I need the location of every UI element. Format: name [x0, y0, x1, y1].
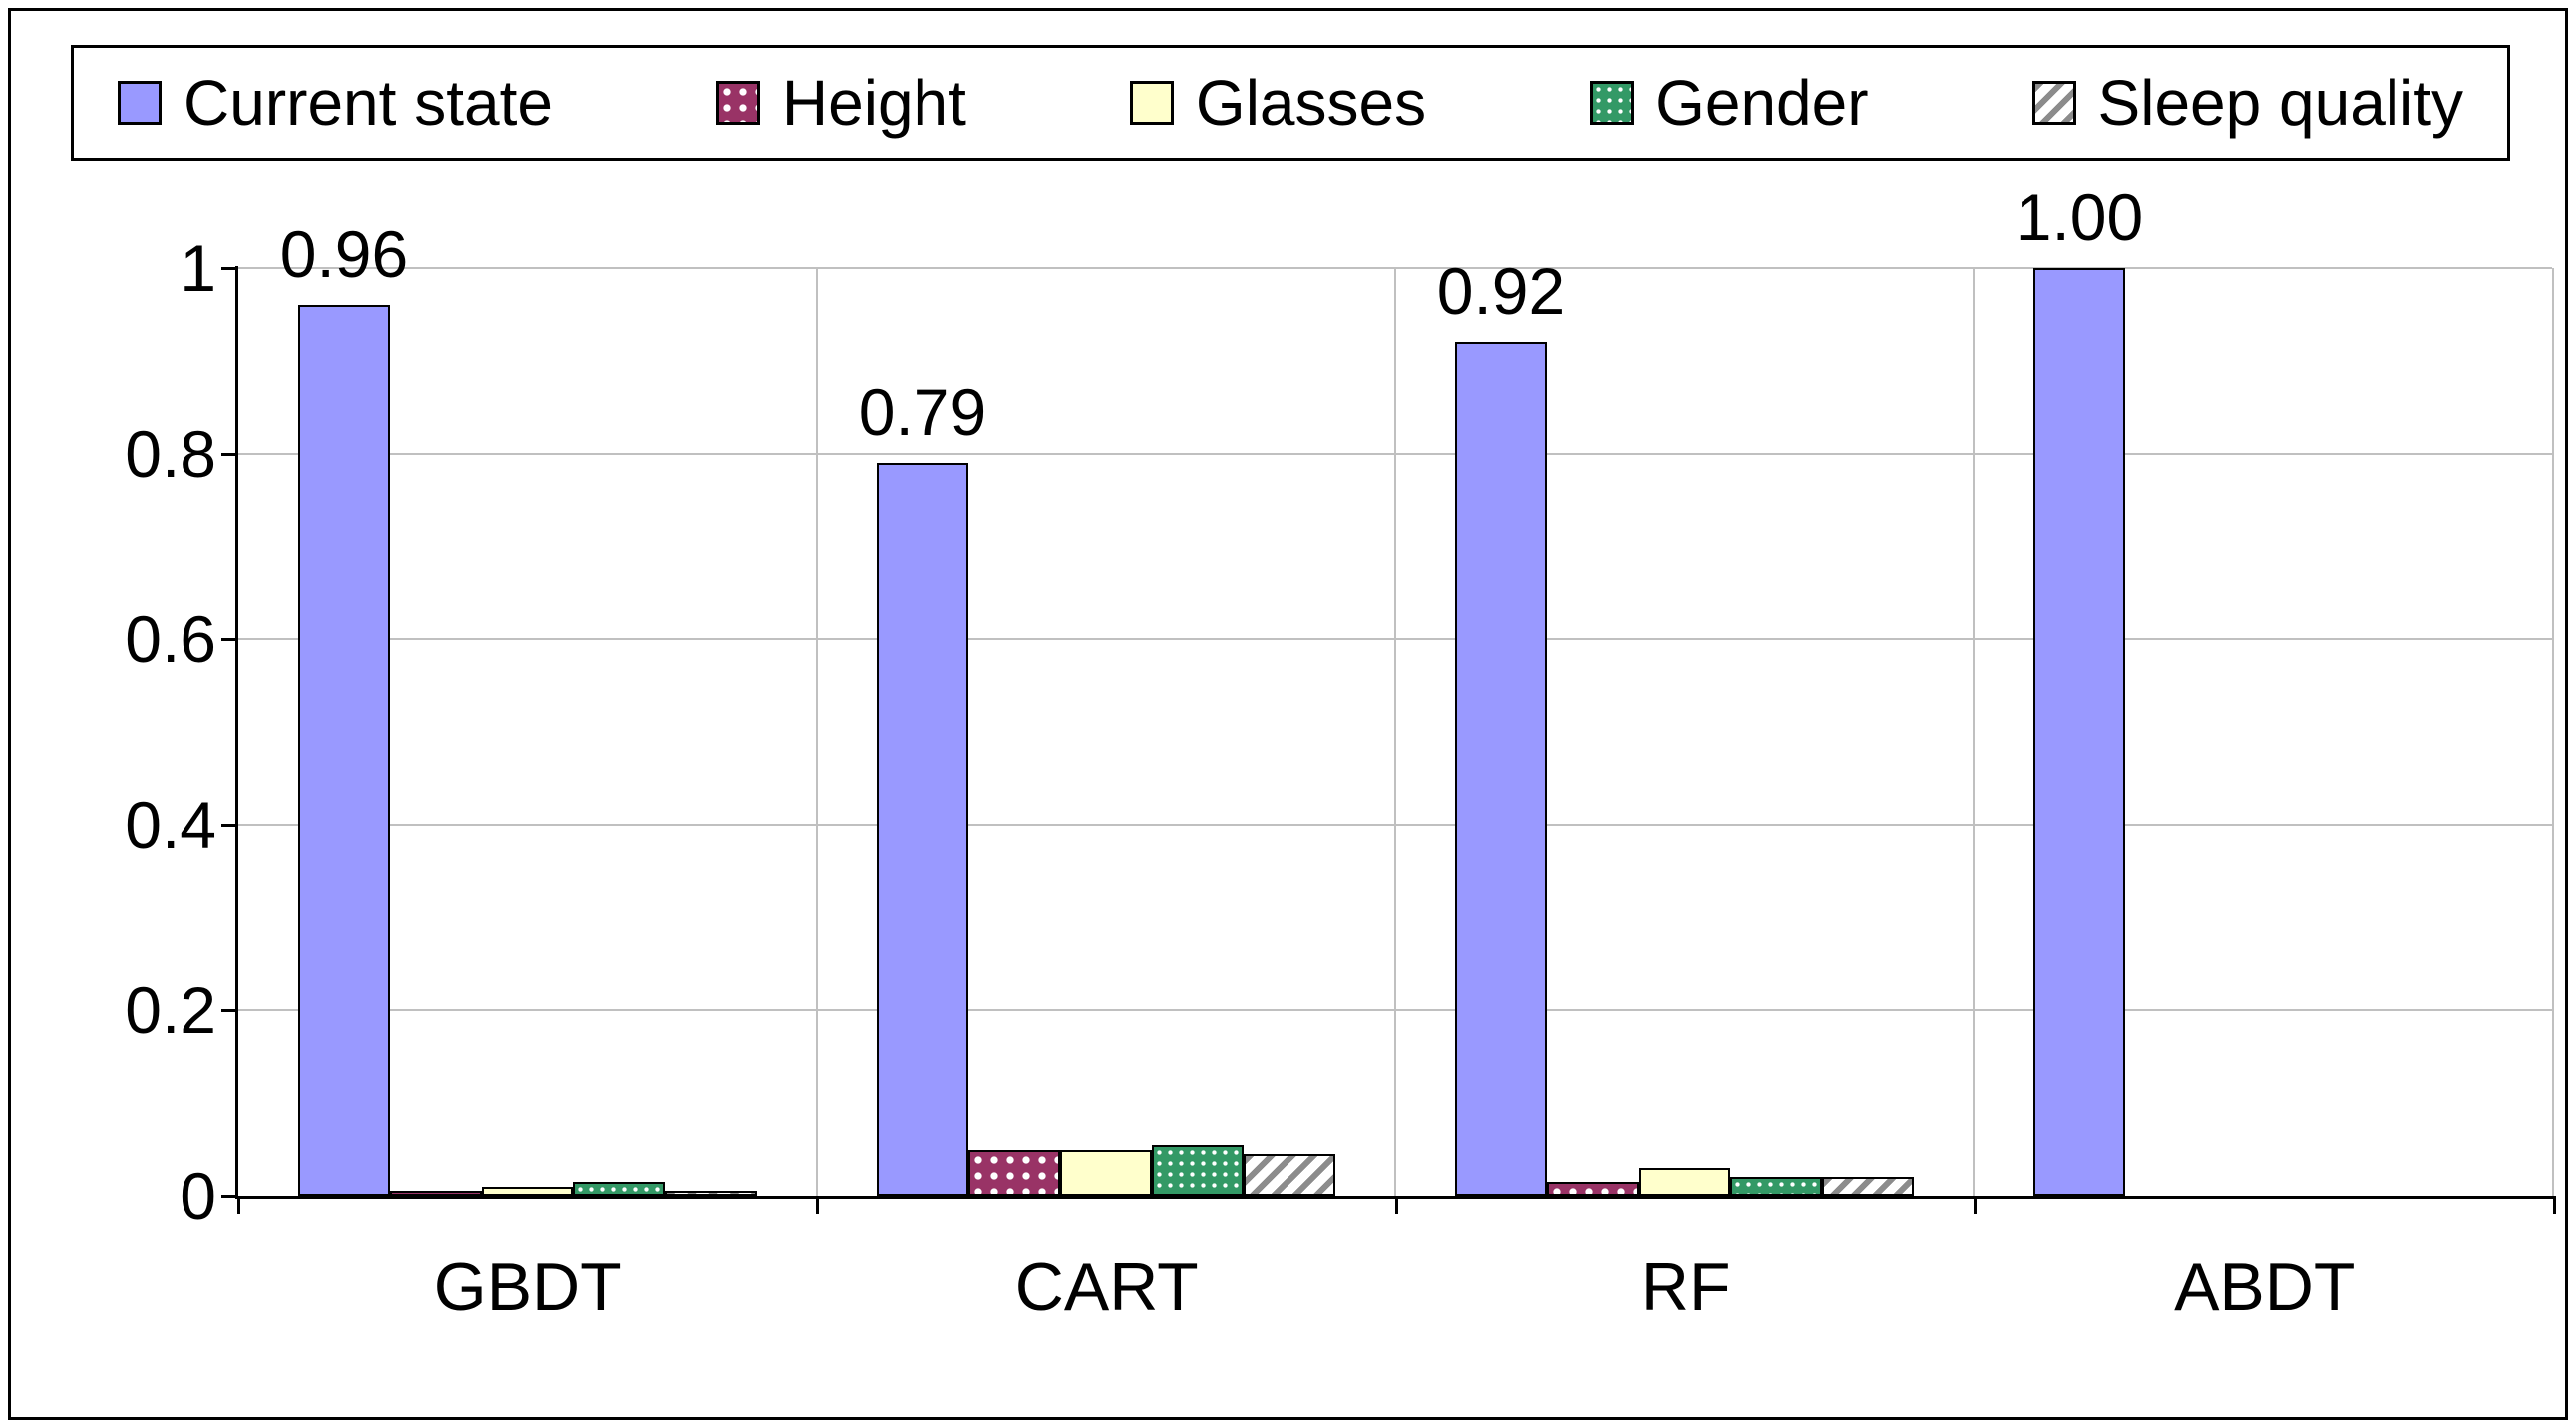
- y-axis-tick-mark: [221, 1194, 235, 1198]
- x-axis-tick-mark: [1974, 1196, 1977, 1214]
- current-state-swatch-icon: [118, 81, 162, 125]
- bar-value-label-cart: 0.79: [858, 375, 987, 450]
- legend: Current state Height Glasses Gender Sleep qu…: [71, 45, 2510, 161]
- y-axis-tick-label-1: 1: [180, 231, 216, 305]
- legend-item-height: Height: [715, 67, 966, 139]
- bar-current-state-abdt: [2033, 268, 2125, 1196]
- bar-value-label-abdt: 1.00: [2015, 180, 2144, 254]
- bar-glasses-rf: [1639, 1168, 1730, 1196]
- plot-area: 0.96 0.79 0.92 1.00: [238, 184, 2554, 1196]
- bar-sleep-quality-rf: [1822, 1177, 1914, 1196]
- category-label-rf: RF: [1640, 1250, 1731, 1325]
- legend-item-glasses: Glasses: [1129, 67, 1427, 139]
- y-axis-tick-label-0.2: 0.2: [125, 973, 216, 1047]
- bar-sleep-quality-cart: [1244, 1154, 1335, 1196]
- legend-label-current-state: Current state: [184, 67, 552, 139]
- category-separator: [1973, 268, 1975, 1196]
- y-axis-tick-mark: [221, 266, 235, 270]
- bar-current-state-rf: [1455, 342, 1547, 1196]
- category-separator: [816, 268, 818, 1196]
- glasses-swatch-icon: [1129, 81, 1174, 125]
- y-axis-tick-label-0.8: 0.8: [125, 417, 216, 491]
- bar-gender-gbdt: [573, 1182, 665, 1196]
- x-axis-tick-mark: [2552, 1196, 2556, 1214]
- category-separator: [1394, 268, 1396, 1196]
- bar-glasses-cart: [1060, 1149, 1152, 1196]
- bar-value-label-rf: 0.92: [1436, 254, 1566, 329]
- x-axis-tick-mark: [236, 1196, 240, 1214]
- bar-glasses-gbdt: [482, 1186, 573, 1196]
- legend-item-current-state: Current state: [118, 71, 552, 135]
- y-axis-tick-mark: [221, 1008, 235, 1012]
- y-axis-tick-mark: [221, 452, 235, 456]
- legend-item-sleep-quality: Sleep quality: [2031, 67, 2463, 139]
- bar-current-state-gbdt: [298, 305, 390, 1196]
- bar-sleep-quality-gbdt: [665, 1191, 757, 1196]
- legend-label-glasses: Glasses: [1195, 67, 1427, 139]
- bar-height-rf: [1547, 1182, 1639, 1196]
- legend-label-height: Height: [781, 67, 966, 139]
- bar-gender-rf: [1730, 1177, 1822, 1196]
- y-axis-tick-mark: [221, 823, 235, 827]
- legend-label-gender: Gender: [1656, 67, 1869, 139]
- y-axis-tick-mark: [221, 637, 235, 641]
- chart: Current state Height Glasses Gender Sleep qu…: [8, 8, 2568, 1420]
- height-swatch-icon: [715, 81, 760, 125]
- y-axis-line: [235, 266, 238, 1199]
- legend-item-gender: Gender: [1590, 67, 1869, 139]
- y-axis-tick-label-0.4: 0.4: [125, 788, 216, 862]
- gender-swatch-icon: [1590, 81, 1635, 125]
- legend-label-sleep-quality: Sleep quality: [2097, 67, 2463, 139]
- sleep-quality-swatch-icon: [2031, 81, 2076, 125]
- y-axis-tick-label-0.6: 0.6: [125, 602, 216, 676]
- category-label-abdt: ABDT: [2174, 1250, 2356, 1325]
- bar-gender-cart: [1152, 1144, 1244, 1196]
- bar-height-cart: [968, 1149, 1060, 1196]
- category-label-cart: CART: [1014, 1250, 1199, 1325]
- bar-height-gbdt: [390, 1191, 482, 1196]
- bar-current-state-cart: [877, 463, 968, 1196]
- y-axis-tick-label-0: 0: [180, 1159, 216, 1233]
- bar-value-label-gbdt: 0.96: [279, 217, 409, 292]
- x-axis-tick-mark: [816, 1196, 819, 1214]
- category-label-gbdt: GBDT: [433, 1250, 622, 1325]
- x-axis-tick-mark: [1394, 1196, 1398, 1214]
